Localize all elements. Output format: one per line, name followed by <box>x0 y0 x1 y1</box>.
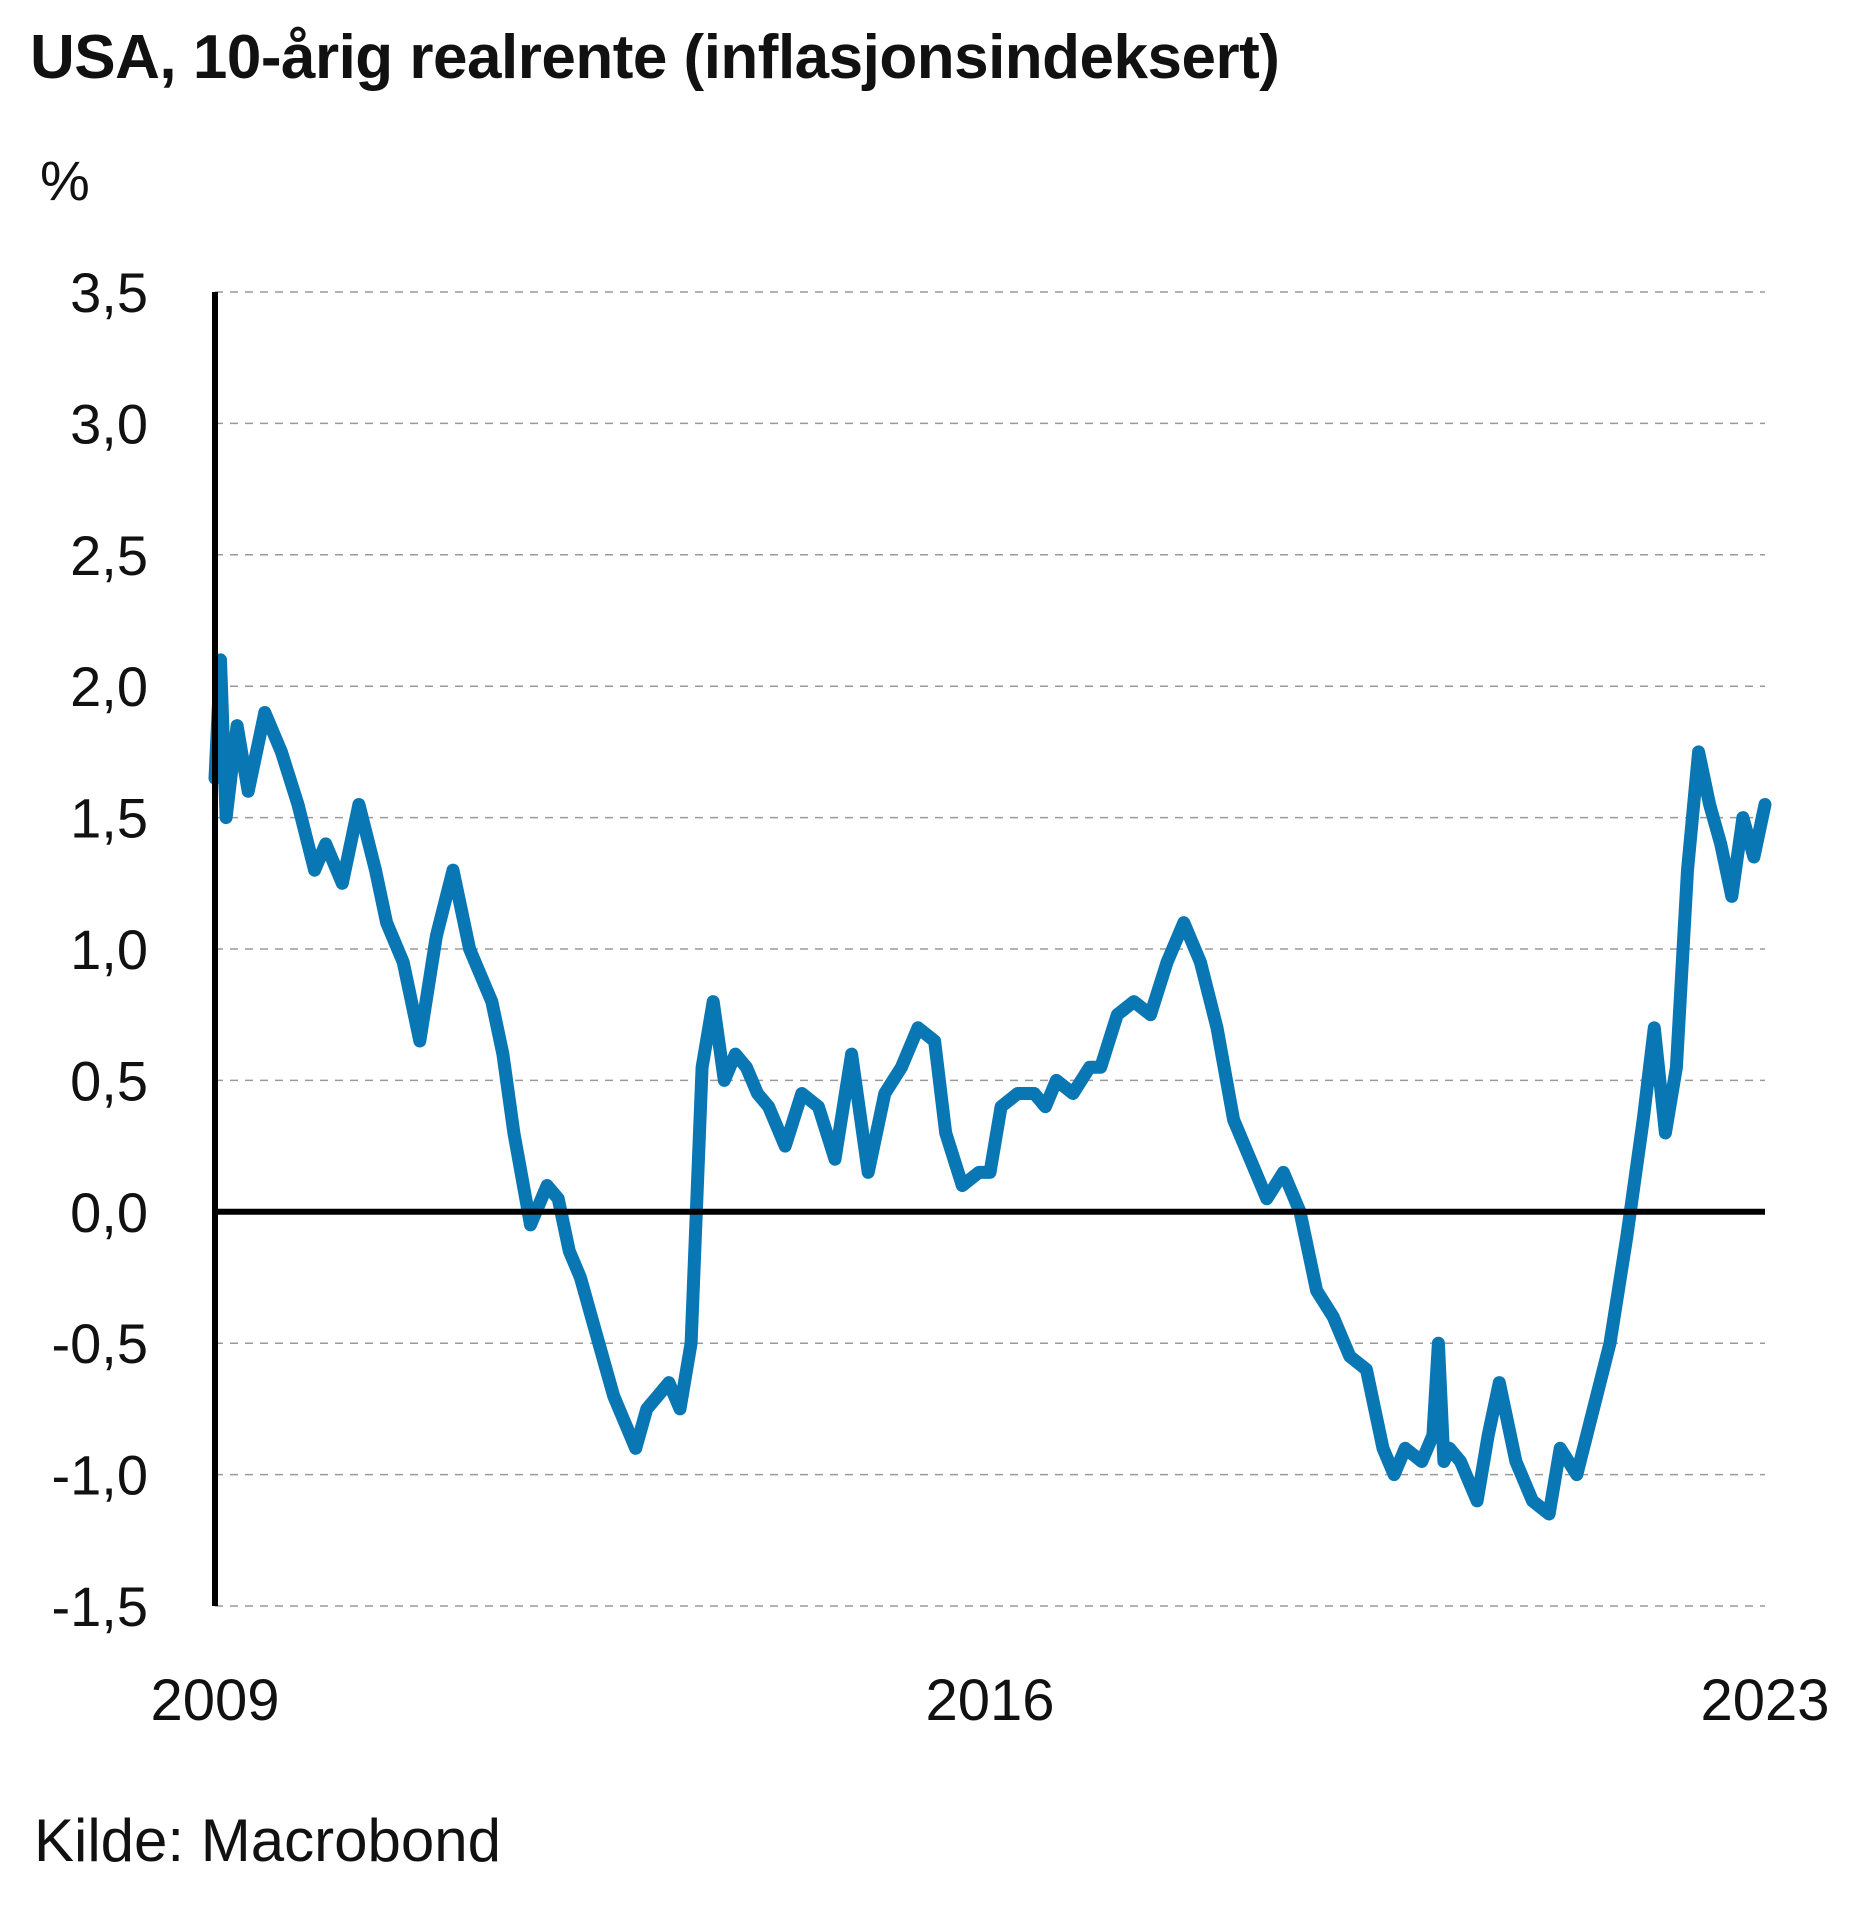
series-line <box>208 653 1772 1521</box>
y-tick-label: -0,5 <box>52 1312 149 1375</box>
chart-source: Kilde: Macrobond <box>34 1807 501 1874</box>
y-tick-label: 0,5 <box>70 1049 148 1112</box>
y-axis-unit: % <box>40 149 90 212</box>
y-tick-label: 1,5 <box>70 787 148 850</box>
x-tick-label: 2009 <box>150 1668 279 1733</box>
y-tick-label: -1,0 <box>52 1444 149 1507</box>
y-tick-label: 3,5 <box>70 261 148 324</box>
chart-title: USA, 10-årig realrente (inflasjonsindeks… <box>30 23 1280 92</box>
y-tick-label: 0,0 <box>70 1181 148 1244</box>
y-tick-label: 2,0 <box>70 655 148 718</box>
x-tick-label: 2023 <box>1700 1668 1829 1733</box>
x-tick-label: 2016 <box>925 1668 1054 1733</box>
y-tick-label: 1,0 <box>70 918 148 981</box>
y-tick-label: 2,5 <box>70 524 148 587</box>
y-tick-label: -1,5 <box>52 1575 149 1638</box>
y-tick-label: 3,0 <box>70 392 148 455</box>
